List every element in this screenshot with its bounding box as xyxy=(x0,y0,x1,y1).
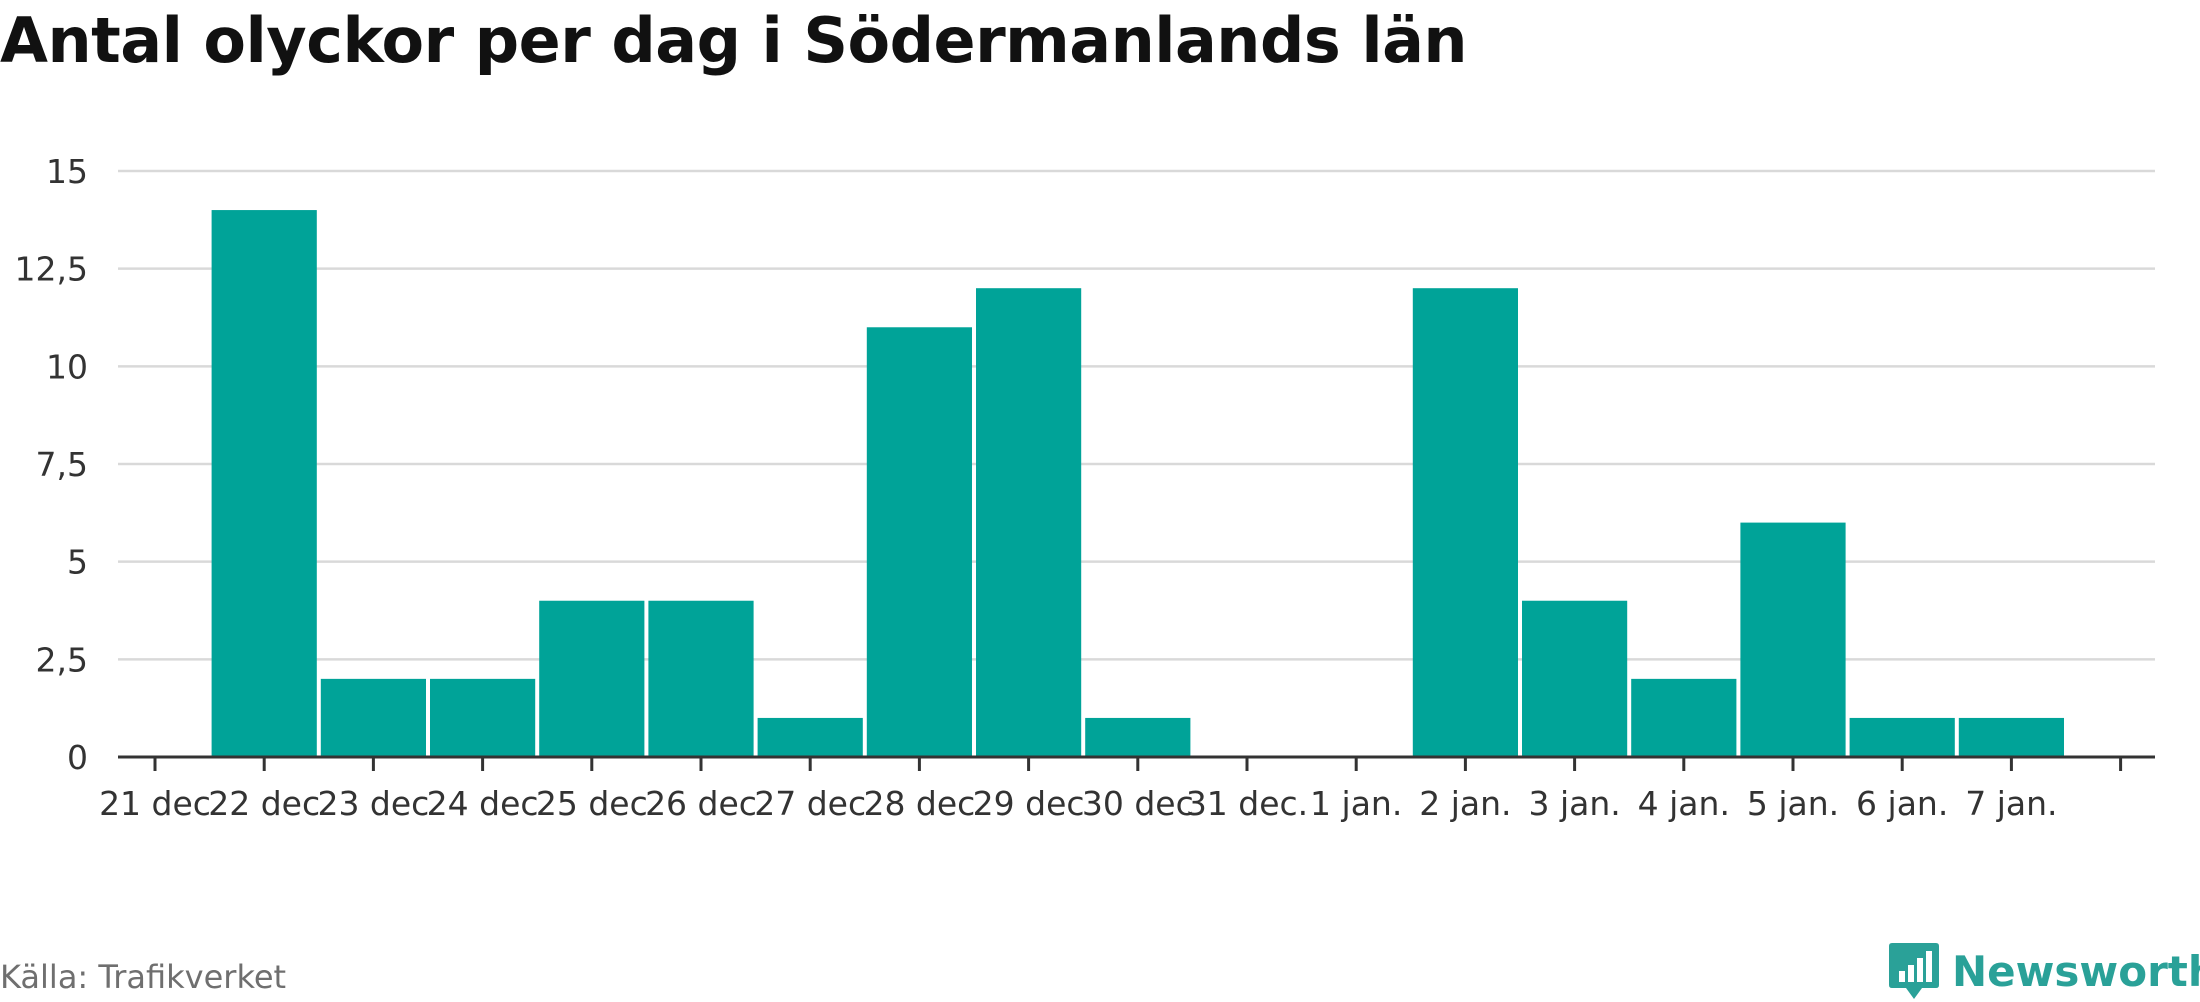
x-tick-label: 3 jan. xyxy=(1528,784,1620,823)
grid-lines xyxy=(118,169,2155,661)
x-tick-label: 5 jan. xyxy=(1747,784,1839,823)
bar xyxy=(976,288,1082,757)
x-tick-label: 7 jan. xyxy=(1965,784,2057,823)
bar xyxy=(320,678,426,757)
x-tick-label: 26 dec xyxy=(645,784,757,823)
bar xyxy=(1522,600,1628,757)
bar xyxy=(1740,522,1846,757)
brand-name: Newsworthy xyxy=(1952,946,2200,996)
x-tick-label: 25 dec xyxy=(536,784,648,823)
x-tick-label: 27 dec xyxy=(754,784,866,823)
x-tick-label: 6 jan. xyxy=(1856,784,1948,823)
bar xyxy=(1412,288,1518,757)
x-tick-label: 23 dec xyxy=(317,784,429,823)
x-tick-label: 30 dec xyxy=(1082,784,1194,823)
bar xyxy=(1849,717,1955,757)
newsworthy-logo-icon xyxy=(1889,943,1939,999)
x-tick-label: 22 dec xyxy=(208,784,320,823)
y-tick-label: 2,5 xyxy=(36,640,88,679)
x-tick-label: 29 dec xyxy=(973,784,1085,823)
bar xyxy=(1958,717,2064,757)
y-tick-label: 15 xyxy=(46,152,88,191)
y-tick-label: 5 xyxy=(67,543,88,582)
bar xyxy=(539,600,645,757)
bars xyxy=(211,210,2064,758)
x-tick-label: 24 dec xyxy=(427,784,539,823)
bar xyxy=(430,678,536,757)
y-tick-label: 10 xyxy=(46,347,88,386)
bar xyxy=(757,717,863,757)
source-note: Källa: Trafikverket xyxy=(0,958,287,996)
bar xyxy=(211,210,317,758)
y-axis-ticks: 0 2,5 5 7,5 10 12,5 15 xyxy=(15,152,88,777)
x-tick-label: 21 dec xyxy=(99,784,211,823)
bar xyxy=(648,600,754,757)
bar xyxy=(1085,717,1191,757)
bar xyxy=(1631,678,1737,757)
brand-logo: Newsworthy xyxy=(1888,940,2200,1002)
y-tick-label: 12,5 xyxy=(15,250,88,289)
chart-title: Antal olyckor per dag i Södermanlands lä… xyxy=(0,4,1468,77)
y-tick-label: 7,5 xyxy=(36,445,88,484)
x-tick-label: 1 jan. xyxy=(1310,784,1402,823)
x-tick-label: 4 jan. xyxy=(1638,784,1730,823)
y-tick-label: 0 xyxy=(67,738,88,777)
x-tick-label: 28 dec xyxy=(863,784,975,823)
x-tick-label: 31 dec. xyxy=(1186,784,1308,823)
bar xyxy=(866,327,972,757)
x-tick-label: 2 jan. xyxy=(1419,784,1511,823)
